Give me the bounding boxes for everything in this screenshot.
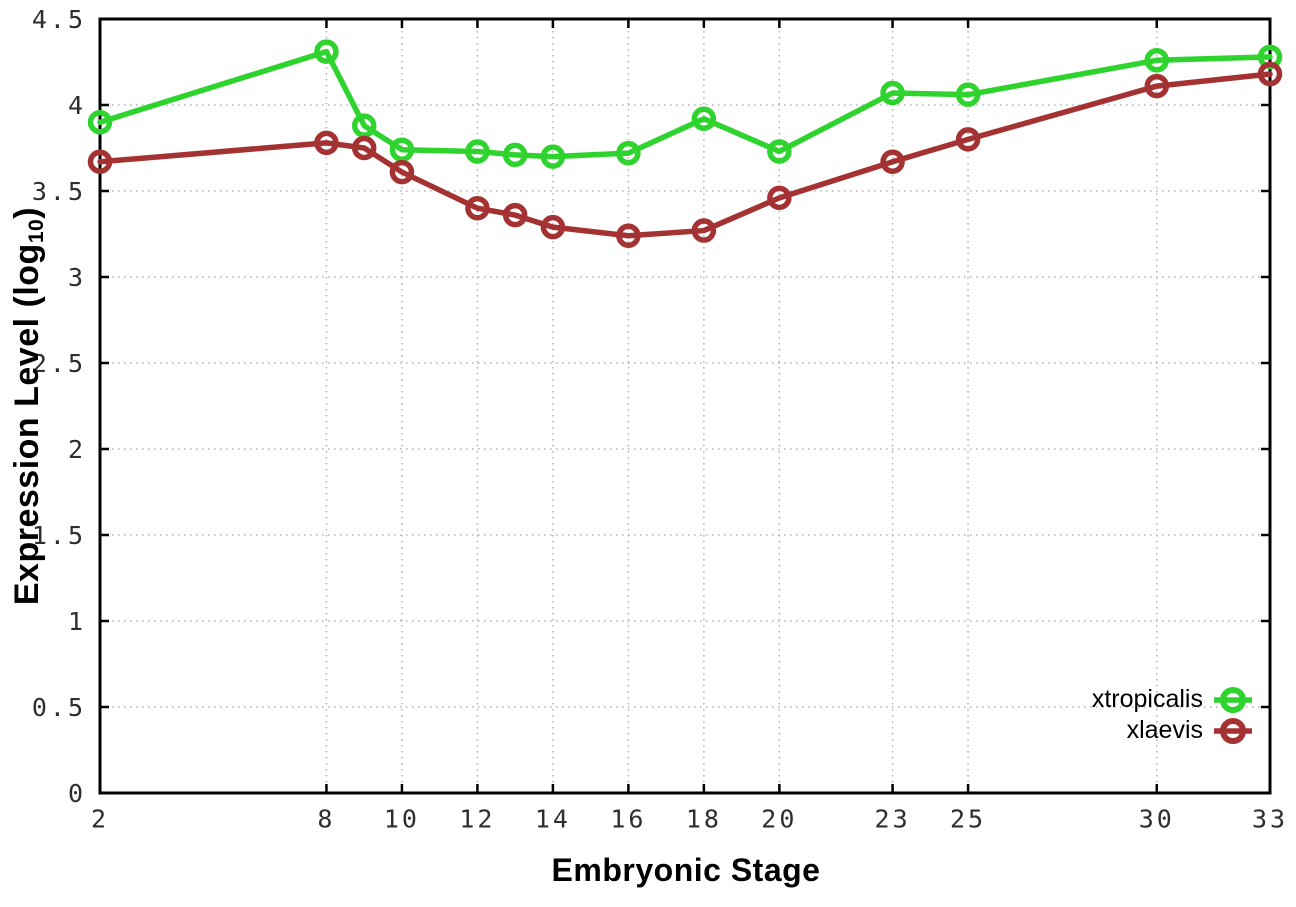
data-point-marker-xlaevis: [314, 130, 339, 156]
data-point-marker-xtropicalis: [502, 142, 528, 168]
data-point-marker-xlaevis: [1144, 73, 1170, 99]
x-tick-label: 2: [91, 804, 109, 833]
y-tick-label: 4: [68, 91, 86, 120]
x-tick-label: 23: [875, 804, 911, 833]
y-axis-title-text: Expression Level (log: [8, 243, 46, 606]
log-subscript: 10: [24, 218, 48, 244]
data-point-marker-xlaevis: [616, 223, 641, 248]
x-tick-label: 12: [459, 804, 495, 833]
data-point-marker-xlaevis: [540, 214, 566, 240]
data-point-marker-xlaevis: [1257, 61, 1283, 87]
data-point-marker-xlaevis: [87, 149, 113, 175]
y-tick-label: 3: [68, 263, 86, 292]
y-tick-label: 1.5: [32, 521, 86, 550]
data-point-marker-xlaevis: [880, 149, 905, 175]
data-point-marker-xtropicalis: [87, 109, 113, 135]
y-tick-label: 0.5: [32, 693, 86, 722]
data-point-marker-xtropicalis: [465, 139, 490, 164]
series-line-xlaevis: [97, 71, 1273, 239]
data-point-marker-xtropicalis: [691, 106, 717, 132]
legend-label-xtropicalis: xtropicalis: [1091, 685, 1203, 713]
x-tick-label: 30: [1139, 804, 1175, 833]
x-tick-label: 10: [384, 804, 420, 833]
data-point-marker-xlaevis: [691, 218, 717, 243]
y-tick-label: 1: [68, 607, 86, 636]
data-point-marker-xtropicalis: [880, 80, 905, 106]
x-axis-title: Embryonic Stage: [551, 852, 821, 888]
x-tick-label: 25: [950, 804, 986, 833]
legend-row-xlaevis: xlaevis: [1092, 716, 1254, 745]
data-point-marker-xlaevis: [465, 195, 490, 221]
y-axis-title: Expression Level (log10): [8, 206, 48, 606]
data-point-marker-xtropicalis: [314, 39, 339, 64]
data-point-marker-xtropicalis: [389, 137, 415, 162]
legend-row-xtropicalis: xtropicalis: [1092, 685, 1254, 714]
data-point-marker-xtropicalis: [351, 113, 377, 138]
data-point-marker-xtropicalis: [955, 82, 981, 107]
data-point-marker-xlaevis: [955, 127, 981, 152]
data-point-marker-xtropicalis: [540, 144, 566, 169]
data-point-marker-xlaevis: [767, 185, 792, 211]
x-tick-label: 8: [317, 804, 335, 833]
legend: xtropicalis xlaevis: [1092, 685, 1254, 745]
x-tick-label: 14: [535, 804, 571, 833]
x-tick-label: 33: [1252, 804, 1288, 833]
plot-border: [98, 17, 1272, 795]
y-tick-label: 2: [68, 435, 86, 464]
data-point-marker-xlaevis: [389, 159, 415, 185]
legend-marker-xtropicalis: [1214, 686, 1252, 713]
y-axis-title-close: ): [8, 206, 46, 219]
data-point-marker-xtropicalis: [1144, 48, 1170, 73]
y-tick-label: 2.5: [32, 349, 86, 378]
data-point-marker-xlaevis: [502, 202, 528, 228]
data-point-marker-xlaevis: [351, 135, 377, 161]
data-point-marker-xtropicalis: [616, 140, 641, 166]
x-tick-label: 16: [610, 804, 646, 833]
y-tick-label: 3.5: [32, 177, 86, 206]
data-point-marker-xtropicalis: [767, 139, 792, 164]
y-tick-label: 0: [68, 779, 86, 808]
legend-marker-xlaevis: [1214, 717, 1252, 744]
x-tick-label: 18: [686, 804, 722, 833]
legend-label-xlaevis: xlaevis: [1126, 716, 1203, 744]
x-tick-label: 20: [761, 804, 797, 833]
y-tick-label: 4.5: [32, 5, 86, 34]
